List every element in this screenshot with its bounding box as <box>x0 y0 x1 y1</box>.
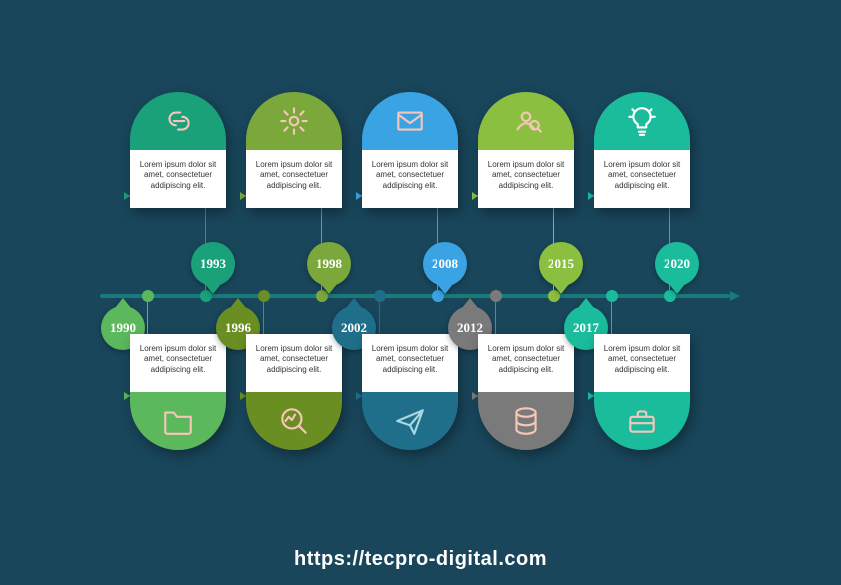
connector-line <box>553 196 554 290</box>
year-label: 2020 <box>664 256 690 272</box>
timeline-card: Lorem ipsum dolor sit amet, consectetuer… <box>594 334 690 450</box>
timeline-axis <box>100 294 730 298</box>
timeline-card: Lorem ipsum dolor sit amet, consectetuer… <box>594 92 690 208</box>
timeline-card: Lorem ipsum dolor sit amet, consectetuer… <box>130 334 226 450</box>
timeline-card: Lorem ipsum dolor sit amet, consectetuer… <box>362 92 458 208</box>
bulb-icon <box>594 92 690 150</box>
timeline-node <box>142 290 154 302</box>
paperplane-icon <box>362 392 458 450</box>
year-pin: 1993 <box>191 242 235 286</box>
year-pin: 2020 <box>655 242 699 286</box>
card-body-text: Lorem ipsum dolor sit amet, consectetuer… <box>594 150 690 208</box>
database-icon <box>478 392 574 450</box>
card-body-text: Lorem ipsum dolor sit amet, consectetuer… <box>478 150 574 208</box>
timeline-arrowhead <box>730 291 740 301</box>
timeline-card: Lorem ipsum dolor sit amet, consectetuer… <box>478 92 574 208</box>
year-label: 2015 <box>548 256 574 272</box>
year-pin: 2008 <box>423 242 467 286</box>
card-body-text: Lorem ipsum dolor sit amet, consectetuer… <box>362 150 458 208</box>
year-label: 1993 <box>200 256 226 272</box>
card-body-text: Lorem ipsum dolor sit amet, consectetuer… <box>362 334 458 392</box>
timeline-node <box>258 290 270 302</box>
connector-line <box>321 196 322 290</box>
connector-line <box>205 196 206 290</box>
card-body-text: Lorem ipsum dolor sit amet, consectetuer… <box>246 150 342 208</box>
timeline-card: Lorem ipsum dolor sit amet, consectetuer… <box>246 92 342 208</box>
timeline-card: Lorem ipsum dolor sit amet, consectetuer… <box>246 334 342 450</box>
card-body-text: Lorem ipsum dolor sit amet, consectetuer… <box>594 334 690 392</box>
link-icon <box>130 92 226 150</box>
year-label: 2008 <box>432 256 458 272</box>
card-body-text: Lorem ipsum dolor sit amet, consectetuer… <box>130 150 226 208</box>
card-body-text: Lorem ipsum dolor sit amet, consectetuer… <box>478 334 574 392</box>
footer-url: https://tecpro-digital.com <box>0 548 841 571</box>
card-body-text: Lorem ipsum dolor sit amet, consectetuer… <box>246 334 342 392</box>
analytics-icon <box>246 392 342 450</box>
timeline-card: Lorem ipsum dolor sit amet, consectetuer… <box>478 334 574 450</box>
year-label: 1998 <box>316 256 342 272</box>
year-pin: 2015 <box>539 242 583 286</box>
connector-line <box>669 196 670 290</box>
user-search-icon <box>478 92 574 150</box>
mail-icon <box>362 92 458 150</box>
timeline-card: Lorem ipsum dolor sit amet, consectetuer… <box>362 334 458 450</box>
timeline-node <box>606 290 618 302</box>
timeline-node <box>374 290 386 302</box>
card-body-text: Lorem ipsum dolor sit amet, consectetuer… <box>130 334 226 392</box>
timeline-node <box>490 290 502 302</box>
folder-icon <box>130 392 226 450</box>
briefcase-icon <box>594 392 690 450</box>
timeline-card: Lorem ipsum dolor sit amet, consectetuer… <box>130 92 226 208</box>
year-pin: 1998 <box>307 242 351 286</box>
connector-line <box>437 196 438 290</box>
gear-icon <box>246 92 342 150</box>
